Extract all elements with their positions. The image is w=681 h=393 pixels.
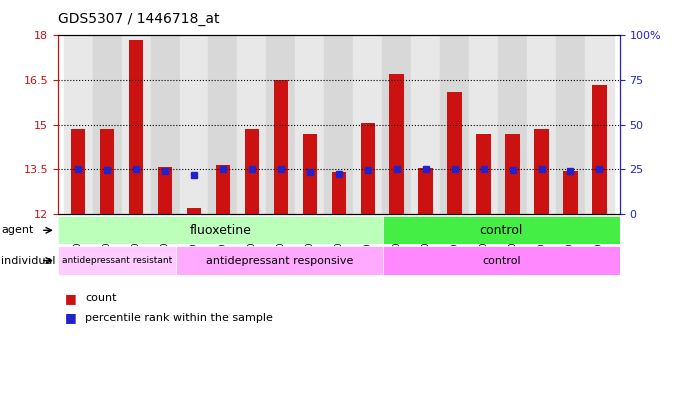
Bar (129, 40, 143, 214)
Bar (505, 134, 520, 214)
Bar (360, 123, 375, 214)
Bar (382, 35, 411, 214)
Text: agent: agent (1, 225, 34, 235)
Bar (447, 92, 462, 214)
Bar (527, 35, 556, 214)
Text: antidepressant responsive: antidepressant responsive (206, 255, 353, 266)
Bar (296, 35, 324, 214)
Bar (244, 129, 259, 214)
Text: fluoxetine: fluoxetine (189, 224, 251, 237)
Bar (585, 35, 614, 214)
Bar (353, 35, 382, 214)
Bar (563, 171, 577, 214)
Bar (390, 74, 404, 214)
Text: control: control (479, 224, 523, 237)
Text: ■: ■ (65, 311, 76, 325)
Bar (180, 35, 208, 214)
Bar (302, 134, 317, 214)
Bar (208, 35, 238, 214)
Bar (592, 84, 607, 214)
Bar (64, 35, 93, 214)
Bar (122, 35, 151, 214)
Bar (100, 129, 114, 214)
Bar (476, 134, 491, 214)
Bar (469, 35, 498, 214)
Bar (238, 35, 266, 214)
Bar (383, 246, 620, 275)
Bar (556, 35, 585, 214)
Bar (176, 246, 383, 275)
Text: individual: individual (1, 255, 56, 266)
Text: antidepressant resistant: antidepressant resistant (62, 256, 172, 265)
Bar (535, 129, 549, 214)
Bar (58, 216, 383, 244)
Text: GDS5307 / 1446718_at: GDS5307 / 1446718_at (58, 12, 219, 26)
Bar (58, 246, 176, 275)
Bar (498, 35, 527, 214)
Bar (158, 167, 172, 214)
Text: percentile rank within the sample: percentile rank within the sample (85, 313, 273, 323)
Bar (71, 129, 85, 214)
Text: ■: ■ (65, 292, 76, 305)
Bar (266, 35, 296, 214)
Text: control: control (482, 255, 521, 266)
Bar (411, 35, 440, 214)
Text: count: count (85, 293, 116, 303)
Bar (151, 35, 180, 214)
Bar (274, 80, 288, 214)
Bar (383, 216, 620, 244)
Bar (418, 168, 433, 214)
Bar (216, 165, 230, 214)
Bar (93, 35, 122, 214)
Bar (324, 35, 353, 214)
Bar (187, 208, 202, 214)
Bar (332, 173, 346, 214)
Bar (440, 35, 469, 214)
